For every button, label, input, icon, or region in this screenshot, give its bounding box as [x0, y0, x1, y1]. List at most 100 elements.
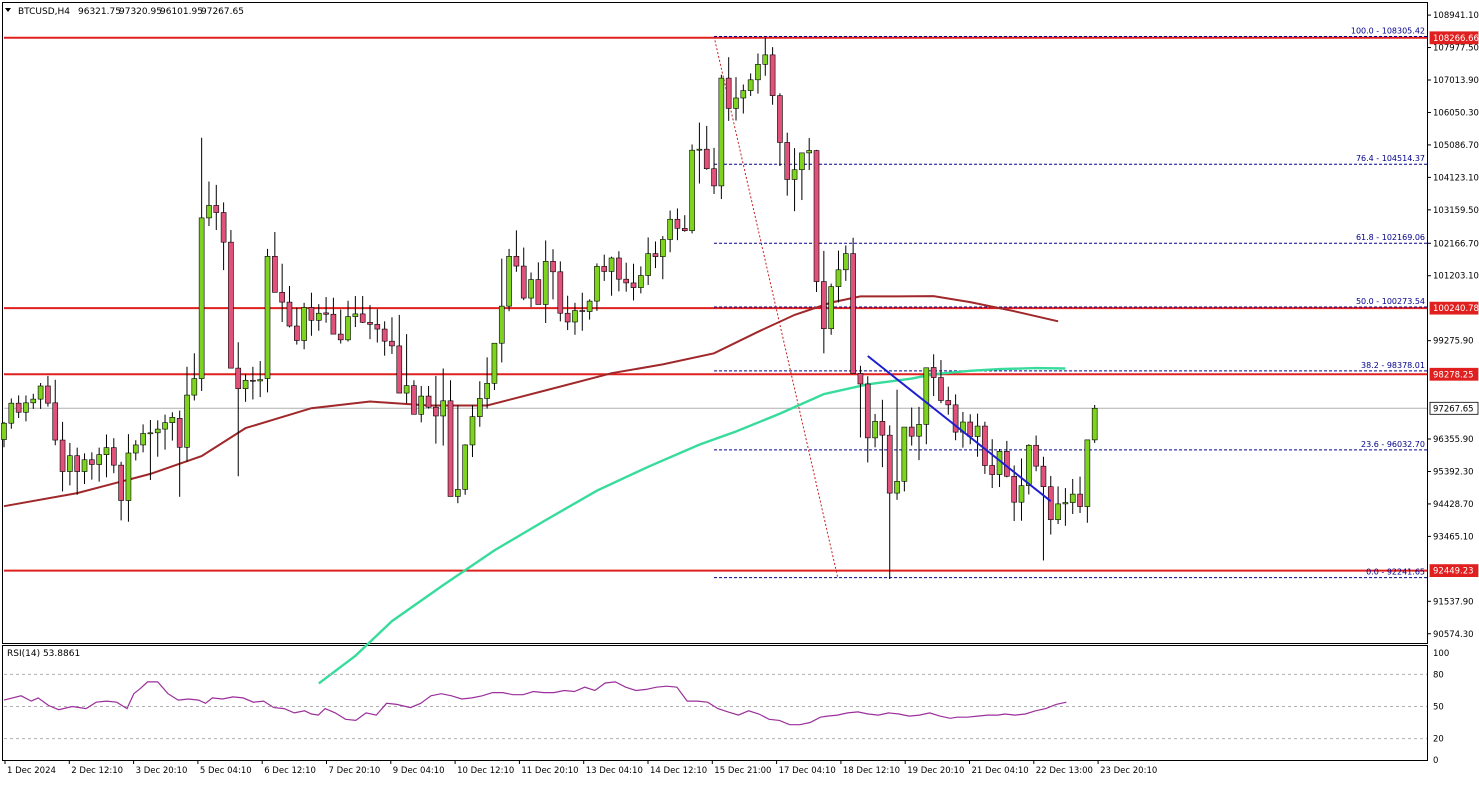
candle[interactable]	[1018, 458, 1025, 521]
candle[interactable]	[59, 421, 66, 492]
candle[interactable]	[1004, 440, 1010, 478]
candle[interactable]	[462, 444, 468, 495]
candle[interactable]	[96, 447, 102, 482]
candle[interactable]	[996, 448, 1003, 488]
candle[interactable]	[111, 438, 117, 474]
candle[interactable]	[835, 250, 842, 303]
candle[interactable]	[689, 144, 695, 234]
candle[interactable]	[154, 420, 161, 457]
candle[interactable]	[250, 366, 256, 400]
candle[interactable]	[8, 398, 15, 429]
candle[interactable]	[132, 440, 139, 461]
candle[interactable]	[81, 453, 88, 485]
candle[interactable]	[667, 210, 673, 253]
candle[interactable]	[220, 202, 227, 271]
candle[interactable]	[718, 74, 725, 200]
candle[interactable]	[476, 381, 483, 427]
candle[interactable]	[930, 354, 937, 397]
candle[interactable]	[15, 395, 22, 418]
candle[interactable]	[806, 138, 813, 171]
candle[interactable]	[352, 296, 359, 328]
candle[interactable]	[469, 405, 476, 458]
candle[interactable]	[923, 367, 930, 445]
candle[interactable]	[455, 405, 461, 504]
candle[interactable]	[586, 299, 593, 320]
candle[interactable]	[623, 262, 630, 292]
candle[interactable]	[974, 413, 981, 457]
candle[interactable]	[1047, 475, 1054, 535]
candle[interactable]	[228, 230, 234, 369]
candle[interactable]	[1, 421, 7, 448]
candle[interactable]	[535, 262, 542, 305]
candle[interactable]	[89, 452, 95, 480]
candle[interactable]	[337, 309, 344, 344]
candle[interactable]	[191, 353, 198, 401]
candle[interactable]	[630, 263, 637, 301]
candle[interactable]	[484, 357, 490, 409]
candle[interactable]	[389, 317, 395, 354]
candle[interactable]	[1077, 476, 1083, 513]
candle[interactable]	[206, 181, 212, 226]
fib-diagonal-line[interactable]	[713, 36, 839, 578]
candle[interactable]	[23, 395, 29, 422]
candle[interactable]	[799, 152, 805, 201]
fast-moving-average-line[interactable]	[318, 366, 1066, 685]
candle[interactable]	[1062, 488, 1069, 526]
candle[interactable]	[579, 292, 586, 331]
candle[interactable]	[52, 379, 59, 446]
candle[interactable]	[777, 93, 783, 167]
candle[interactable]	[293, 307, 300, 345]
candle[interactable]	[594, 263, 600, 311]
candle[interactable]	[894, 389, 900, 500]
candle[interactable]	[638, 266, 644, 294]
candle[interactable]	[608, 256, 615, 296]
candle[interactable]	[67, 442, 73, 486]
candle[interactable]	[733, 77, 739, 121]
candle[interactable]	[45, 375, 51, 407]
candle[interactable]	[498, 258, 505, 363]
candle[interactable]	[1055, 486, 1061, 525]
candle[interactable]	[674, 208, 681, 241]
candle[interactable]	[813, 149, 820, 293]
candle[interactable]	[696, 122, 703, 184]
candle[interactable]	[601, 254, 608, 281]
candle[interactable]	[520, 247, 527, 301]
candle[interactable]	[1040, 456, 1047, 561]
candle[interactable]	[513, 230, 520, 272]
candle[interactable]	[359, 296, 366, 323]
candle[interactable]	[213, 184, 220, 231]
candle[interactable]	[301, 302, 307, 350]
candle[interactable]	[821, 250, 827, 354]
candle[interactable]	[872, 413, 878, 448]
candle[interactable]	[140, 424, 146, 453]
candle[interactable]	[916, 406, 922, 461]
candle[interactable]	[30, 393, 37, 409]
candle[interactable]	[396, 314, 403, 394]
candle[interactable]	[652, 241, 659, 269]
candle[interactable]	[842, 245, 849, 281]
candle[interactable]	[286, 285, 293, 328]
candle[interactable]	[711, 147, 717, 194]
candle[interactable]	[616, 251, 622, 292]
candle[interactable]	[550, 249, 556, 300]
candle[interactable]	[1033, 435, 1039, 472]
candle[interactable]	[37, 382, 44, 409]
candle[interactable]	[864, 376, 871, 463]
candle[interactable]	[542, 240, 549, 323]
candle[interactable]	[506, 248, 512, 312]
candle[interactable]	[747, 73, 754, 96]
candle[interactable]	[315, 304, 322, 331]
candle[interactable]	[952, 394, 959, 441]
candle[interactable]	[103, 434, 110, 478]
candle[interactable]	[264, 248, 271, 393]
candle[interactable]	[740, 84, 747, 114]
candle[interactable]	[703, 125, 710, 170]
candle[interactable]	[323, 297, 329, 323]
candle[interactable]	[345, 300, 351, 342]
candle[interactable]	[769, 47, 776, 105]
candle[interactable]	[1091, 404, 1098, 443]
candle[interactable]	[367, 305, 373, 340]
candle[interactable]	[762, 37, 769, 76]
